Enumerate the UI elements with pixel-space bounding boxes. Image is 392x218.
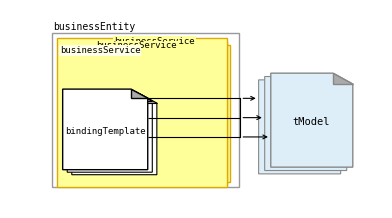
Text: bindingTemplate: bindingTemplate bbox=[65, 127, 145, 136]
Text: tModel: tModel bbox=[292, 117, 330, 127]
Polygon shape bbox=[67, 92, 152, 172]
Polygon shape bbox=[140, 94, 157, 103]
Bar bbox=[52, 33, 239, 187]
Polygon shape bbox=[327, 77, 347, 87]
Polygon shape bbox=[63, 89, 148, 170]
Polygon shape bbox=[136, 92, 152, 101]
Text: businessService: businessService bbox=[114, 37, 195, 46]
Text: businessService: businessService bbox=[96, 41, 177, 51]
Bar bbox=[69, 41, 227, 185]
Text: businessService: businessService bbox=[60, 46, 140, 55]
Text: businessEntity: businessEntity bbox=[54, 22, 136, 32]
Polygon shape bbox=[259, 80, 341, 174]
Bar bbox=[79, 45, 230, 182]
Polygon shape bbox=[72, 94, 157, 175]
Polygon shape bbox=[271, 73, 353, 167]
Polygon shape bbox=[333, 73, 353, 84]
Bar bbox=[56, 38, 227, 187]
Polygon shape bbox=[321, 80, 341, 91]
Polygon shape bbox=[265, 77, 347, 170]
Polygon shape bbox=[131, 89, 148, 98]
